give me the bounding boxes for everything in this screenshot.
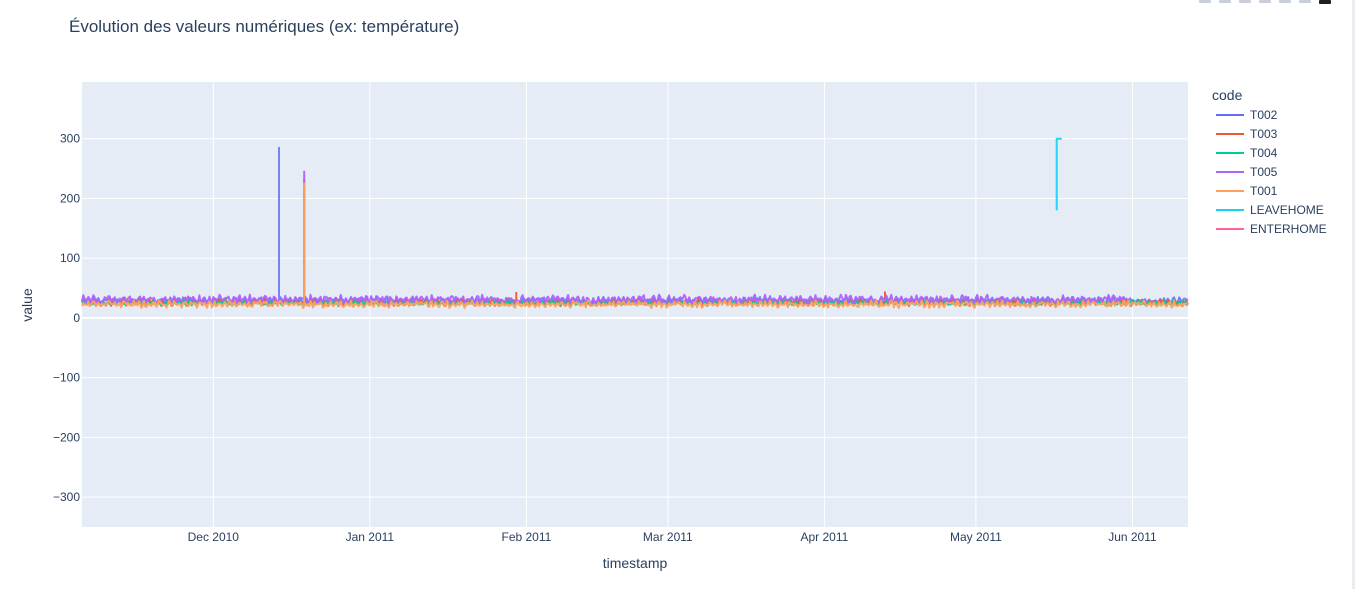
- y-tick-label: 200: [60, 191, 80, 205]
- legend-item-t005[interactable]: T005: [1216, 165, 1278, 179]
- legend-item-leavehome[interactable]: LEAVEHOME: [1216, 203, 1324, 217]
- grid: [82, 82, 1188, 527]
- chart-title: Évolution des valeurs numériques (ex: te…: [69, 17, 459, 36]
- legend-label: ENTERHOME: [1250, 222, 1327, 236]
- x-axis-title: timestamp: [603, 555, 668, 571]
- x-tick-label: Feb 2011: [502, 530, 552, 544]
- x-tick-label: Mar 2011: [643, 530, 693, 544]
- y-tick-label: 100: [60, 251, 80, 265]
- x-tick-label: Jan 2011: [346, 530, 395, 544]
- scrollbar[interactable]: [1352, 0, 1355, 589]
- legend-item-t001[interactable]: T001: [1216, 184, 1278, 198]
- x-tick-label: Dec 2010: [188, 530, 240, 544]
- zoom-in-icon[interactable]: [1259, 0, 1271, 3]
- legend-label: T005: [1250, 165, 1278, 179]
- series-line-t001[interactable]: [81, 182, 1189, 309]
- legend-label: LEAVEHOME: [1250, 203, 1324, 217]
- modebar[interactable]: [1199, 0, 1331, 4]
- legend-label: T002: [1250, 108, 1278, 122]
- autoscale-icon[interactable]: [1299, 0, 1311, 3]
- legend-label: T001: [1250, 184, 1278, 198]
- x-tick-label: Jun 2011: [1108, 530, 1157, 544]
- x-tick-label: May 2011: [950, 530, 1002, 544]
- y-axis-ticks: 300 200 100 0 −100 −200 −300: [53, 132, 80, 504]
- y-tick-label: 300: [60, 132, 80, 146]
- camera-icon[interactable]: [1199, 0, 1211, 3]
- legend-item-enterhome[interactable]: ENTERHOME: [1216, 222, 1327, 236]
- y-axis-title: value: [19, 288, 35, 322]
- x-axis-ticks: Dec 2010 Jan 2011 Feb 2011 Mar 2011 Apr 2011…: [188, 530, 1157, 544]
- y-tick-label: −100: [53, 371, 80, 385]
- legend-item-t004[interactable]: T004: [1216, 146, 1278, 160]
- legend-item-t003[interactable]: T003: [1216, 127, 1278, 141]
- plotly-logo-icon[interactable]: [1319, 0, 1331, 4]
- y-tick-label: −200: [53, 430, 80, 444]
- legend-title: code: [1212, 87, 1243, 103]
- series-line-t005[interactable]: [81, 170, 1128, 306]
- legend-label: T003: [1250, 127, 1278, 141]
- series-line-leavehome[interactable]: [1055, 137, 1062, 211]
- y-tick-label: 0: [73, 311, 80, 325]
- zoom-out-icon[interactable]: [1279, 0, 1291, 3]
- legend[interactable]: code T002 T003 T004 T005 T001 LEAVEHOME ENTERH…: [1212, 87, 1327, 236]
- pan-icon[interactable]: [1239, 0, 1251, 3]
- zoom-icon[interactable]: [1219, 0, 1231, 3]
- legend-item-t002[interactable]: T002: [1216, 108, 1278, 122]
- y-tick-label: −300: [53, 490, 80, 504]
- x-tick-label: Apr 2011: [800, 530, 848, 544]
- series-lines: [81, 137, 1189, 309]
- legend-label: T004: [1250, 146, 1278, 160]
